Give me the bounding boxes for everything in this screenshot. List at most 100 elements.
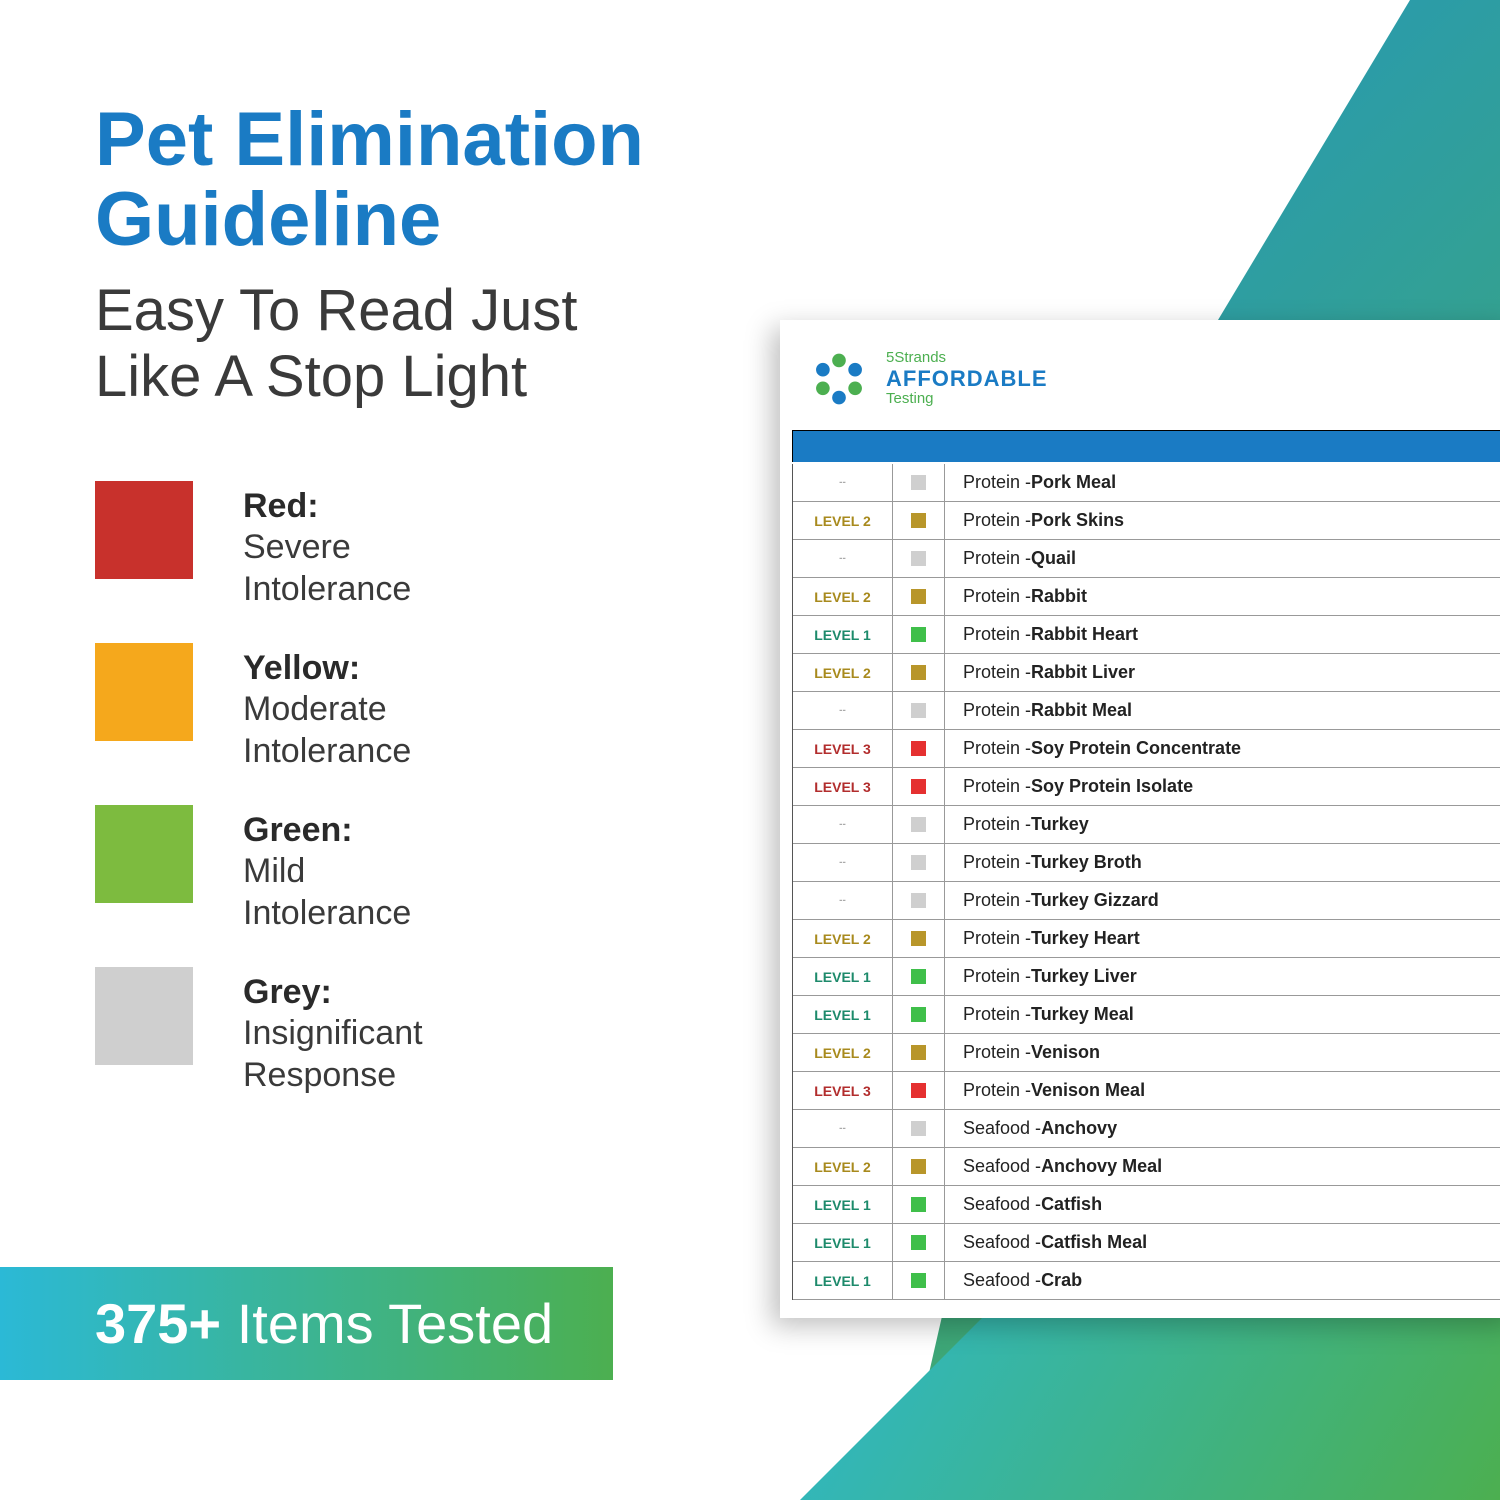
indicator-cell bbox=[893, 616, 945, 653]
legend-swatch bbox=[95, 481, 193, 579]
level-cell: LEVEL 1 bbox=[793, 1224, 893, 1261]
level-cell: LEVEL 1 bbox=[793, 1186, 893, 1223]
table-row: -- Protein - Pork Meal bbox=[793, 464, 1500, 502]
level-cell: -- bbox=[793, 464, 893, 501]
indicator-cell bbox=[893, 1262, 945, 1299]
logo-line-3: Testing bbox=[886, 391, 1048, 408]
level-cell: LEVEL 1 bbox=[793, 1262, 893, 1299]
table-row: LEVEL 1 Seafood - Crab bbox=[793, 1262, 1500, 1300]
item-cell: Seafood - Crab bbox=[945, 1262, 1500, 1299]
indicator-cell bbox=[893, 882, 945, 919]
banner-count: 375+ bbox=[95, 1292, 221, 1355]
level-indicator-icon bbox=[911, 1121, 926, 1136]
level-indicator-icon bbox=[911, 1197, 926, 1212]
table-row: LEVEL 2 Protein - Rabbit bbox=[793, 578, 1500, 616]
indicator-cell bbox=[893, 502, 945, 539]
indicator-cell bbox=[893, 540, 945, 577]
legend-swatch bbox=[95, 805, 193, 903]
table-row: --Seafood - Anchovy bbox=[793, 1110, 1500, 1148]
table-row: LEVEL 1 Seafood - Catfish Meal bbox=[793, 1224, 1500, 1262]
level-indicator-icon bbox=[911, 1273, 926, 1288]
legend-item: Green:MildIntolerance bbox=[95, 805, 650, 935]
legend-label: Yellow: bbox=[243, 649, 411, 688]
legend-swatch bbox=[95, 967, 193, 1065]
level-cell: -- bbox=[793, 1110, 893, 1147]
indicator-cell bbox=[893, 578, 945, 615]
item-cell: Protein - Pork Meal bbox=[945, 464, 1500, 501]
level-indicator-icon bbox=[911, 931, 926, 946]
item-cell: Protein - Turkey Liver bbox=[945, 958, 1500, 995]
item-cell: Protein - Rabbit Meal bbox=[945, 692, 1500, 729]
level-indicator-icon bbox=[911, 1007, 926, 1022]
level-indicator-icon bbox=[911, 969, 926, 984]
indicator-cell bbox=[893, 768, 945, 805]
indicator-cell bbox=[893, 920, 945, 957]
level-cell: -- bbox=[793, 692, 893, 729]
legend-label: Green: bbox=[243, 811, 411, 850]
item-cell: Protein - Turkey bbox=[945, 806, 1500, 843]
level-indicator-icon bbox=[911, 1159, 926, 1174]
table-row: -- Protein - Quail bbox=[793, 540, 1500, 578]
level-indicator-icon bbox=[911, 551, 926, 566]
level-indicator-icon bbox=[911, 893, 926, 908]
indicator-cell bbox=[893, 806, 945, 843]
item-cell: Protein - Turkey Broth bbox=[945, 844, 1500, 881]
table-row: LEVEL 3Protein - Soy Protein Concentrate bbox=[793, 730, 1500, 768]
item-cell: Protein - Rabbit Liver bbox=[945, 654, 1500, 691]
level-indicator-icon bbox=[911, 665, 926, 680]
indicator-cell bbox=[893, 958, 945, 995]
level-indicator-icon bbox=[911, 513, 926, 528]
legend-description: ModerateIntolerance bbox=[243, 688, 411, 773]
table-row: LEVEL 2Protein - Rabbit Liver bbox=[793, 654, 1500, 692]
table-row: LEVEL 1 Protein - Turkey Liver bbox=[793, 958, 1500, 996]
level-cell: LEVEL 1 bbox=[793, 958, 893, 995]
level-cell: -- bbox=[793, 844, 893, 881]
legend-text: Yellow:ModerateIntolerance bbox=[243, 643, 411, 773]
level-cell: -- bbox=[793, 540, 893, 577]
item-cell: Protein - Quail bbox=[945, 540, 1500, 577]
table-row: LEVEL 1Protein - Turkey Meal bbox=[793, 996, 1500, 1034]
level-cell: LEVEL 2 bbox=[793, 1034, 893, 1071]
level-cell: LEVEL 2 bbox=[793, 920, 893, 957]
legend-swatch bbox=[95, 643, 193, 741]
level-indicator-icon bbox=[911, 855, 926, 870]
indicator-cell bbox=[893, 464, 945, 501]
item-cell: Protein - Rabbit bbox=[945, 578, 1500, 615]
level-indicator-icon bbox=[911, 779, 926, 794]
page-subtitle: Easy To Read Just Like A Stop Light bbox=[95, 278, 650, 411]
table-row: LEVEL 3Protein - Soy Protein Isolate bbox=[793, 768, 1500, 806]
level-cell: LEVEL 3 bbox=[793, 1072, 893, 1109]
logo-line-1: 5Strands bbox=[886, 350, 1048, 367]
level-indicator-icon bbox=[911, 1235, 926, 1250]
indicator-cell bbox=[893, 730, 945, 767]
brand-logo-text: 5Strands AFFORDABLE Testing bbox=[886, 350, 1048, 407]
item-cell: Seafood - Catfish Meal bbox=[945, 1224, 1500, 1261]
legend-text: Green:MildIntolerance bbox=[243, 805, 411, 935]
indicator-cell bbox=[893, 1072, 945, 1109]
table-row: LEVEL 3Protein - Venison Meal bbox=[793, 1072, 1500, 1110]
report-header-bar bbox=[792, 430, 1500, 462]
level-indicator-icon bbox=[911, 703, 926, 718]
item-cell: Protein - Rabbit Heart bbox=[945, 616, 1500, 653]
item-cell: Protein - Turkey Meal bbox=[945, 996, 1500, 1033]
indicator-cell bbox=[893, 1148, 945, 1185]
legend-label: Red: bbox=[243, 487, 411, 526]
level-cell: LEVEL 2 bbox=[793, 578, 893, 615]
level-cell: -- bbox=[793, 882, 893, 919]
table-row: LEVEL 2Protein - Venison bbox=[793, 1034, 1500, 1072]
item-cell: Seafood - Anchovy Meal bbox=[945, 1148, 1500, 1185]
indicator-cell bbox=[893, 996, 945, 1033]
level-cell: LEVEL 2 bbox=[793, 1148, 893, 1185]
legend-item: Grey:InsignificantResponse bbox=[95, 967, 650, 1097]
banner-label: Items Tested bbox=[221, 1292, 553, 1355]
table-row: LEVEL 1Protein - Rabbit Heart bbox=[793, 616, 1500, 654]
level-cell: LEVEL 3 bbox=[793, 768, 893, 805]
indicator-cell bbox=[893, 654, 945, 691]
table-row: LEVEL 1Seafood - Catfish bbox=[793, 1186, 1500, 1224]
level-indicator-icon bbox=[911, 627, 926, 642]
table-row: -- Protein - Rabbit Meal bbox=[793, 692, 1500, 730]
report-table: -- Protein - Pork Meal LEVEL 2 Protein - Po… bbox=[792, 464, 1500, 1300]
level-indicator-icon bbox=[911, 589, 926, 604]
item-cell: Protein - Turkey Gizzard bbox=[945, 882, 1500, 919]
legend-list: Red:SevereIntoleranceYellow:ModerateInto… bbox=[95, 481, 650, 1097]
